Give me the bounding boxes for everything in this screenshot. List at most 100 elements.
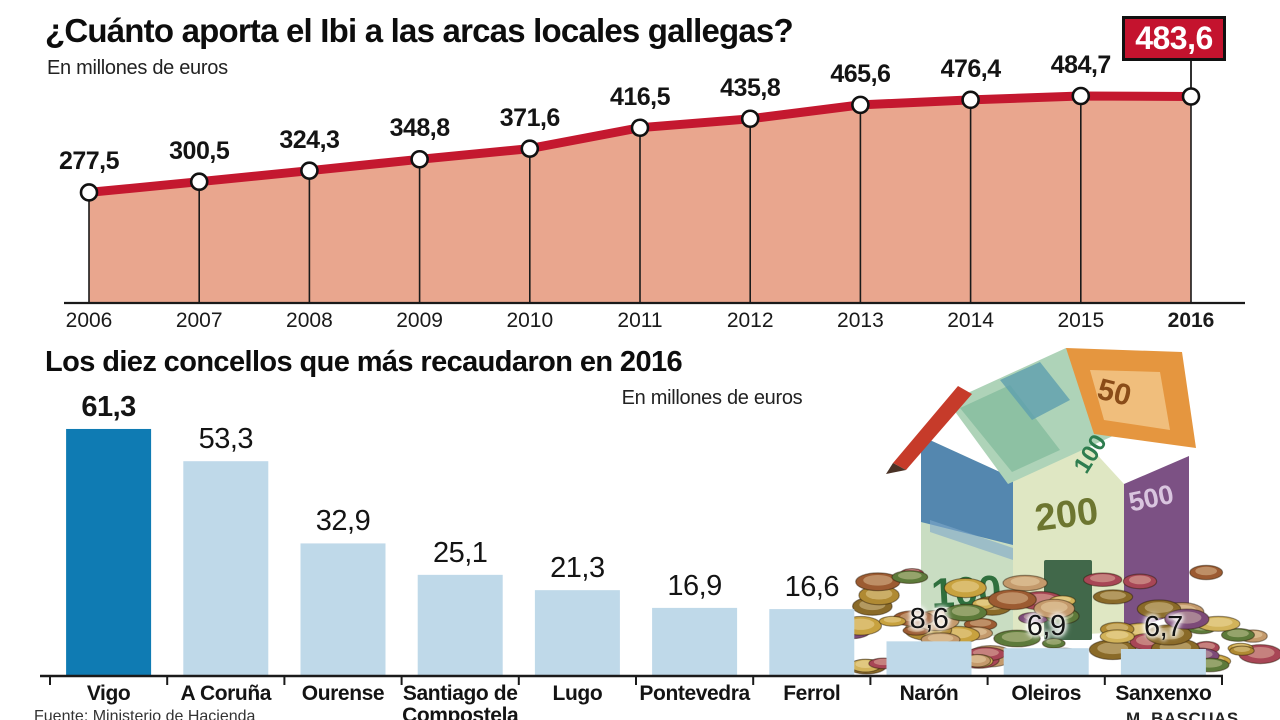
banknote-shape [893, 386, 972, 470]
coin-face [907, 626, 925, 632]
coin-face [1010, 576, 1040, 587]
data-point-marker [961, 90, 980, 110]
line-value-label: 465,6 [830, 59, 891, 88]
coin [943, 577, 987, 599]
data-point-marker [410, 149, 429, 169]
line-chart [64, 61, 1245, 305]
coin-face [976, 599, 992, 606]
bar-value-label: 16,6 [784, 571, 840, 604]
coin-face [969, 619, 992, 627]
bar-chart-units-note: En millones de euros [621, 387, 803, 409]
line-value-label: 300,5 [169, 136, 230, 165]
x-axis-year-label: 2006 [65, 309, 113, 332]
coin-face [1097, 642, 1129, 655]
coin [1099, 629, 1135, 644]
bar-value-label: 53,3 [198, 423, 254, 456]
bar-category-label: A Coruña [180, 682, 272, 705]
bar-chart [40, 428, 1223, 685]
bar [183, 461, 269, 676]
bar-value-label: 61,3 [81, 390, 136, 423]
coin-face [951, 606, 980, 617]
coin-face [968, 655, 987, 663]
coin-face [1153, 627, 1185, 640]
coin-face [1227, 629, 1249, 638]
coin-face [1100, 591, 1126, 600]
x-axis-year-label: 2009 [396, 309, 443, 332]
bar-value-label: 16,9 [667, 569, 722, 602]
data-point-marker [79, 183, 99, 202]
coin-face [1198, 642, 1216, 650]
bar [652, 607, 738, 676]
bar-category-label: Lugo [552, 682, 603, 705]
line-value-label: 324,3 [279, 125, 340, 154]
bar-value-label: 6,9 [1026, 610, 1066, 643]
bar [66, 428, 152, 676]
coin-face [865, 588, 893, 600]
bar-value-label: 25,1 [432, 536, 488, 569]
data-point-marker [300, 161, 319, 180]
line-value-label: 277,5 [58, 147, 120, 176]
coin-face [883, 616, 902, 623]
highlight-value: 483,6 [1135, 20, 1213, 56]
bar-value-label: 21,3 [550, 552, 605, 585]
coin-face [1128, 575, 1152, 585]
source-note: Fuente: Ministerio de Hacienda [34, 708, 256, 720]
coin [1220, 627, 1256, 642]
banknote-shape [886, 463, 906, 474]
line-value-label: 484,7 [1050, 50, 1112, 79]
bar-value-label: 6,7 [1143, 610, 1183, 643]
line-value-label: 416,5 [609, 82, 671, 111]
x-axis-year-label: 2016 [1167, 309, 1215, 332]
banknote-shape [930, 520, 1013, 560]
coin [1033, 598, 1076, 619]
bar [1003, 648, 1089, 676]
x-axis-year-label: 2011 [617, 309, 663, 332]
x-axis-year-label: 2008 [286, 309, 333, 332]
coin [1041, 638, 1066, 649]
data-point-marker [851, 95, 870, 115]
bar-category-label: Sanxenxo [1115, 682, 1212, 705]
banknote-denomination: 200 [1033, 490, 1101, 539]
coin-face [1090, 574, 1116, 583]
coin [1122, 573, 1158, 590]
bar [886, 641, 972, 676]
data-point-marker [1071, 86, 1091, 106]
bar-value-label: 32,9 [315, 505, 371, 538]
bar-category-label: Ourense [301, 682, 385, 705]
data-point-marker [630, 118, 650, 138]
x-axis-year-label: 2012 [726, 309, 774, 332]
money-house-illustration: 10020050010050 [834, 348, 1280, 675]
coin-face [927, 634, 954, 643]
coin-face [1023, 613, 1044, 621]
bar-category-label: Pontevedra [639, 682, 750, 705]
coin-face [900, 612, 928, 622]
bar [769, 609, 855, 676]
bar [1120, 648, 1206, 676]
bar-category-label: Narón [899, 682, 959, 705]
coin-face [898, 571, 922, 580]
coin [1229, 645, 1255, 656]
coin-face [951, 580, 980, 593]
bar-value-label: 8,6 [909, 603, 949, 636]
bar-category-label: Ferrol [783, 682, 841, 705]
coin-face [1001, 632, 1033, 643]
coin [891, 570, 929, 585]
coin-face [863, 574, 893, 586]
banknote-shape [1000, 362, 1070, 420]
top-chart-units-note: En millones de euros [47, 57, 228, 79]
coin-face [1233, 646, 1251, 652]
bar [300, 543, 386, 676]
coin-face [1040, 601, 1068, 613]
x-axis-year-label: 2010 [506, 309, 554, 332]
x-axis-year-label: 2007 [175, 309, 223, 332]
data-point-marker [740, 109, 760, 129]
coin-face [1046, 639, 1062, 645]
bar [534, 590, 620, 676]
coin [1082, 572, 1123, 588]
bar [417, 574, 503, 676]
coin-face [1106, 623, 1129, 632]
coin [987, 589, 1037, 611]
data-point-marker [1181, 87, 1201, 106]
